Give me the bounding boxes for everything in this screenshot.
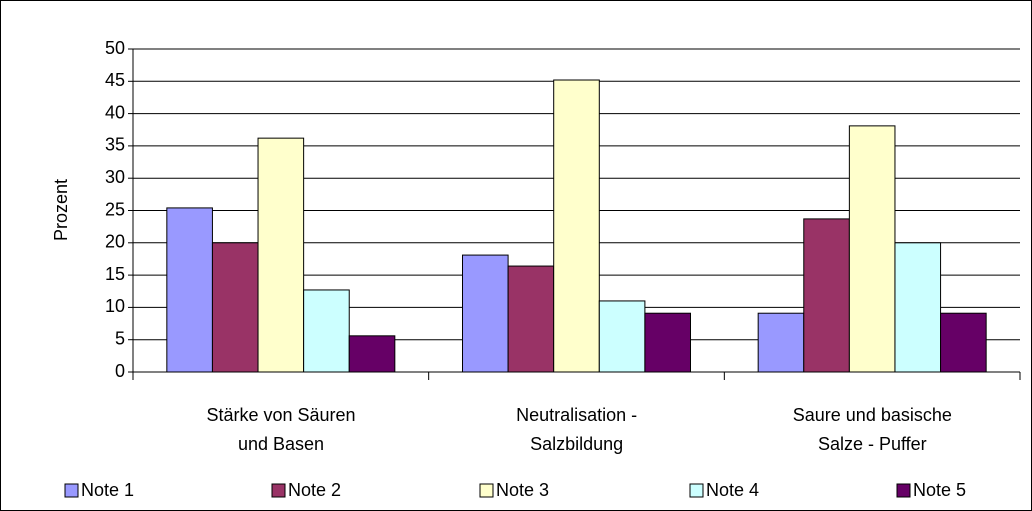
- bar: [894, 242, 942, 373]
- x-tick-label: Saure und basische Salze - Puffer: [792, 405, 952, 454]
- y-tick-label: 10: [105, 296, 125, 316]
- legend-swatch: [689, 483, 704, 498]
- bar: [507, 265, 555, 373]
- legend-label: Note 1: [81, 480, 134, 500]
- legend-label: Note 2: [288, 480, 341, 500]
- x-tick-label: Neutralisation - Salzbildung: [516, 405, 638, 454]
- bar: [553, 79, 600, 373]
- bar: [644, 312, 692, 373]
- x-tick-label: Stärke von Säuren und Basen: [206, 405, 356, 454]
- bar: [757, 312, 805, 373]
- y-tick-label: 40: [105, 102, 125, 122]
- y-tick-label: 45: [105, 70, 125, 90]
- y-tick-label: 20: [105, 232, 125, 252]
- legend-label: Note 5: [913, 480, 966, 500]
- legend-label: Note 4: [706, 480, 759, 500]
- y-tick-label: 15: [105, 264, 125, 284]
- y-axis-label: Prozent: [51, 179, 71, 241]
- bar: [166, 207, 213, 373]
- bar: [303, 289, 350, 373]
- y-tick-label: 30: [105, 167, 125, 187]
- y-tick-label: 5: [115, 328, 125, 348]
- y-tick-label: 25: [105, 199, 125, 219]
- legend-swatch: [271, 483, 286, 498]
- y-tick-label: 35: [105, 135, 125, 155]
- y-tick-label: 50: [105, 38, 125, 58]
- bar: [803, 218, 850, 373]
- legend-label: Note 3: [496, 480, 549, 500]
- legend-swatch: [64, 483, 79, 498]
- legend-swatch: [479, 483, 494, 498]
- y-tick-label: 0: [115, 361, 125, 381]
- bar: [598, 300, 646, 373]
- legend-swatch: [896, 483, 911, 498]
- bar: [848, 125, 896, 373]
- bar: [211, 242, 259, 373]
- bar: [348, 335, 396, 373]
- bar: [257, 137, 305, 373]
- bar: [462, 254, 509, 373]
- bar: [940, 312, 987, 373]
